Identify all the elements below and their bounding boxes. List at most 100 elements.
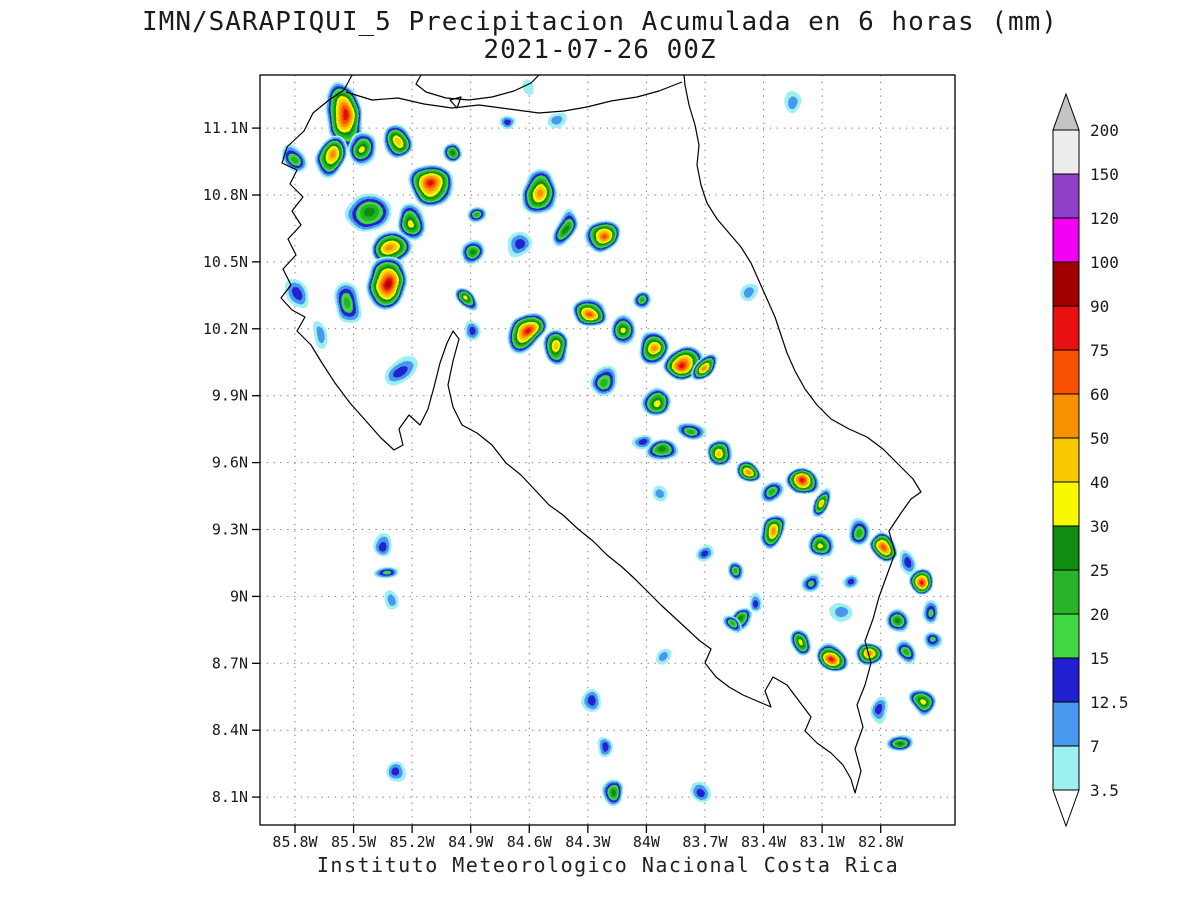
coastline	[280, 75, 922, 794]
coastline-path	[345, 81, 683, 114]
colorbar-segment	[1052, 217, 1080, 263]
precip-cell	[599, 778, 623, 806]
colorbar-level-label: 100	[1090, 253, 1119, 272]
precip-cell	[591, 368, 617, 396]
y-tick-label: 9.6N	[212, 454, 248, 472]
precip-cell	[463, 322, 480, 343]
x-tick-label: 84.6W	[507, 833, 553, 851]
precip-cell	[697, 542, 716, 562]
colorbar-level-label: 200	[1090, 121, 1119, 140]
precip-cell	[348, 131, 377, 169]
precip-layer	[283, 78, 945, 806]
precip-cell	[629, 434, 652, 450]
colorbar-segment	[1052, 745, 1080, 791]
colorbar-segment	[1052, 525, 1080, 571]
precip-cell	[789, 630, 812, 654]
precip-cell	[643, 442, 680, 462]
precip-cell	[908, 568, 934, 596]
colorbar-level-label: 20	[1090, 605, 1109, 624]
colorbar-level-label: 15	[1090, 649, 1109, 668]
precip-cell	[312, 319, 328, 347]
precip-cell	[642, 389, 670, 415]
y-tick-label: 9N	[230, 587, 248, 605]
precip-cell	[727, 562, 745, 583]
precip-cell	[554, 209, 577, 247]
precip-cell	[841, 575, 861, 589]
precip-cell	[924, 631, 945, 653]
precip-cell	[364, 255, 408, 310]
precip-cell	[580, 691, 601, 713]
y-tick-label: 9.9N	[212, 387, 248, 405]
precip-cell	[398, 203, 427, 241]
colorbar-segment	[1052, 393, 1080, 439]
precip-cell	[325, 79, 365, 150]
precip-cell	[897, 548, 915, 575]
colorbar-segment	[1052, 569, 1080, 615]
precip-cell	[335, 280, 361, 324]
x-tick-label: 84.9W	[448, 833, 494, 851]
y-tick-label: 10.5N	[203, 253, 248, 271]
colorbar-segment	[1052, 261, 1080, 307]
precip-cell	[609, 316, 635, 348]
precip-cell	[507, 230, 533, 256]
y-tick-label: 8.4N	[212, 721, 248, 739]
precip-cell	[345, 194, 390, 231]
precip-cell	[575, 296, 609, 328]
colorbar-level-label: 40	[1090, 473, 1109, 492]
precip-cell	[505, 312, 548, 352]
precip-cell	[385, 356, 415, 388]
precip-cell	[657, 648, 675, 666]
precip-cell	[386, 761, 406, 783]
colorbar-segment	[1052, 657, 1080, 703]
y-tick-label: 9.3N	[212, 521, 248, 539]
colorbar-level-label: 75	[1090, 341, 1109, 360]
x-tick-label: 82.8W	[858, 833, 904, 851]
precip-cell	[815, 642, 849, 672]
x-axis: 85.8W 85.5W 85.2W 84.9W 84.6W 84.3W 84W 83.7W 83…	[272, 825, 904, 851]
y-tick-label: 10.8N	[203, 186, 248, 204]
precip-cell	[736, 460, 759, 484]
precip-cell	[869, 533, 895, 561]
precip-cell	[923, 600, 939, 624]
precip-cell	[828, 602, 854, 622]
grid-lines	[260, 75, 955, 825]
plot-frame	[259, 74, 956, 826]
chart-subtitle: 2021-07-26 00Z	[483, 35, 716, 65]
x-tick-label: 85.5W	[331, 833, 377, 851]
precip-cell	[758, 515, 786, 549]
colorbar-arrow-below	[1052, 789, 1080, 828]
colorbar-segment	[1052, 305, 1080, 351]
x-tick-label: 84.3W	[565, 833, 611, 851]
x-tick-label: 85.8W	[272, 833, 318, 851]
precip-cell	[408, 165, 456, 207]
y-axis: 11.1N 10.8N 10.5N 10.2N 9.9N 9.6N 9.3N 9N 8.7N 8.…	[203, 119, 260, 806]
chart-title: IMN/SARAPIQUI_5 Precipitacion Acumulada …	[142, 7, 1058, 37]
precip-cell	[286, 278, 312, 310]
colorbar-level-label: 60	[1090, 385, 1109, 404]
colorbar: 200 150 120 100 90 75 60 50 40 30 25 20 15 12.5 7 3.5	[1052, 92, 1129, 828]
precip-cell	[460, 239, 484, 265]
precip-cell	[313, 135, 348, 176]
precip-cell	[721, 618, 742, 636]
colorbar-segment	[1052, 349, 1080, 395]
precip-cell	[749, 592, 763, 612]
precip-cell	[742, 283, 759, 300]
precip-cell	[783, 467, 818, 494]
x-tick-label: 85.2W	[390, 833, 436, 851]
precip-cell	[372, 564, 399, 580]
precip-cell	[811, 485, 831, 518]
precip-cell	[636, 332, 668, 364]
coastline-path	[415, 75, 540, 101]
colorbar-level-label: 3.5	[1090, 781, 1119, 800]
colorbar-level-label: 25	[1090, 561, 1109, 580]
colorbar-segment	[1052, 129, 1080, 175]
coastline-path	[449, 96, 462, 109]
colorbar-segment	[1052, 481, 1080, 527]
colorbar-level-label: 30	[1090, 517, 1109, 536]
precip-cell	[597, 737, 616, 757]
y-tick-label: 8.1N	[212, 788, 248, 806]
precip-cell	[583, 220, 620, 253]
colorbar-segment	[1052, 437, 1080, 483]
precip-cell	[760, 481, 785, 503]
y-tick-label: 11.1N	[203, 119, 248, 137]
